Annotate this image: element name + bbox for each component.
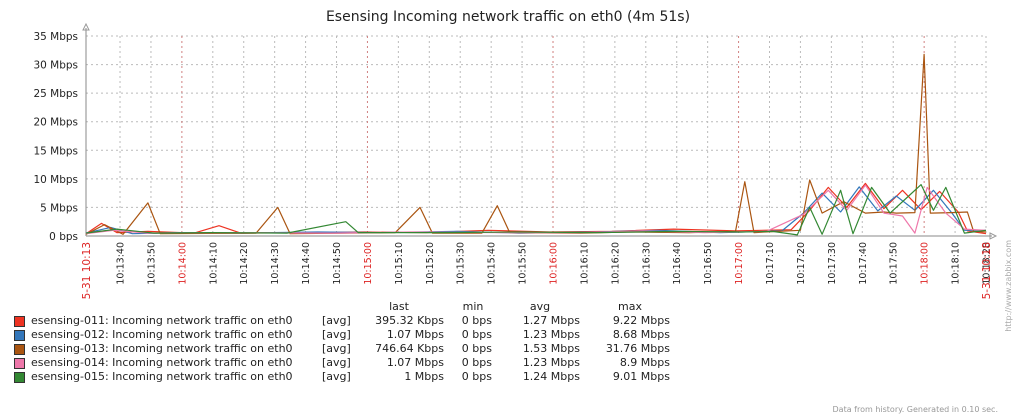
legend-min: 0 bps (461, 356, 492, 369)
legend-function: [avg] (322, 342, 351, 355)
zabbix-credit: http://www.zabbix.com (1004, 240, 1013, 332)
x-tick-label: 10:14:50 (332, 242, 343, 285)
x-tick-label: 10:13:40 (116, 242, 127, 285)
x-tick-label: 10:18:20 (982, 242, 993, 285)
legend-avg: 1.24 Mbps (522, 370, 580, 383)
x-tick-label: 10:13:50 (146, 242, 157, 285)
x-tick-label: 10:18:10 (951, 242, 962, 285)
legend-series-name: esensing-012: Incoming network traffic o… (31, 328, 293, 341)
x-tick-label: 10:17:20 (796, 242, 807, 285)
x-axis-arrow (989, 232, 998, 240)
y-tick-label: 20 Mbps (33, 117, 78, 129)
legend-avg: 1.23 Mbps (522, 328, 580, 341)
x-tick-label: 10:15:20 (425, 242, 436, 285)
y-tick-label: 5 Mbps (40, 202, 78, 214)
legend-min: 0 bps (461, 342, 492, 355)
legend-min: 0 bps (461, 328, 492, 341)
legend-header-avg: avg (529, 300, 551, 313)
legend-last: 395.32 Kbps (375, 314, 444, 327)
generation-footer: Data from history. Generated in 0.10 sec… (832, 405, 998, 414)
legend-last: 746.64 Kbps (375, 342, 444, 355)
x-tick-label: 10:16:00 (549, 242, 560, 285)
legend-header-max: max (618, 300, 642, 313)
legend-series-name: esensing-011: Incoming network traffic o… (31, 314, 293, 327)
x-tick-label: 10:15:10 (394, 242, 405, 285)
x-tick-label: 10:17:10 (765, 242, 776, 285)
legend-swatch (14, 330, 25, 341)
legend-avg: 1.27 Mbps (522, 314, 580, 327)
y-tick-label: 0 bps (49, 231, 78, 243)
legend-avg: 1.53 Mbps (522, 342, 580, 355)
x-end-label: 05-31 10:18 (981, 242, 993, 300)
x-tick-label: 10:16:40 (672, 242, 683, 285)
y-tick-label: 15 Mbps (33, 145, 78, 157)
legend-swatch (14, 344, 25, 355)
x-tick-label: 10:16:20 (610, 242, 621, 285)
x-tick-label: 10:14:40 (301, 242, 312, 285)
legend-swatch (14, 316, 25, 327)
x-tick-label: 10:15:40 (487, 242, 498, 285)
x-tick-label: 10:15:50 (518, 242, 529, 285)
legend-max: 8.9 Mbps (619, 356, 670, 369)
legend-function: [avg] (322, 314, 351, 327)
x-tick-label: 10:14:10 (208, 242, 219, 285)
legend-last: 1.07 Mbps (386, 356, 444, 369)
x-tick-label: 10:16:30 (641, 242, 652, 285)
legend-function: [avg] (322, 328, 351, 341)
x-tick-label: 10:17:40 (858, 242, 869, 285)
x-tick-label: 10:15:00 (363, 242, 374, 285)
line-chart: 0 bps 5 Mbps 10 Mbps 15 Mbps 20 Mbps 25 Mbps 3… (33, 22, 998, 300)
x-tick-label: 10:18:00 (920, 242, 931, 285)
y-tick-label: 35 Mbps (33, 31, 78, 43)
x-tick-label: 10:17:30 (827, 242, 838, 285)
legend-swatch (14, 358, 25, 369)
x-tick-label: 10:14:30 (270, 242, 281, 285)
x-tick-label: 10:15:30 (456, 242, 467, 285)
y-tick-label: 30 Mbps (33, 60, 78, 72)
chart-title: Esensing Incoming network traffic on eth… (325, 9, 691, 25)
x-tick-label: 10:14:00 (177, 242, 188, 285)
x-tick-label: 10:17:00 (734, 242, 745, 285)
legend-series-name: esensing-014: Incoming network traffic o… (31, 356, 293, 369)
legend-min: 0 bps (461, 314, 492, 327)
x-tick-label: 10:16:50 (703, 242, 714, 285)
y-tick-label: 25 Mbps (33, 88, 78, 100)
legend-max: 31.76 Mbps (605, 342, 670, 355)
legend-function: [avg] (322, 370, 351, 383)
legend-max: 8.68 Mbps (612, 328, 670, 341)
legend-max: 9.22 Mbps (612, 314, 670, 327)
x-tick-label: 10:17:50 (889, 242, 900, 285)
legend-series-name: esensing-013: Incoming network traffic o… (31, 342, 293, 355)
legend-header-min: min (462, 300, 484, 313)
legend-series-name: esensing-015: Incoming network traffic o… (31, 370, 293, 383)
legend-last: 1.07 Mbps (386, 328, 444, 341)
legend-max: 9.01 Mbps (612, 370, 670, 383)
legend-header-last: last (389, 300, 409, 313)
legend-avg: 1.23 Mbps (522, 356, 580, 369)
series-line-5 (85, 184, 987, 236)
legend-swatch (14, 372, 25, 383)
legend-min: 0 bps (461, 370, 492, 383)
x-tick-label: 10:14:20 (239, 242, 250, 285)
y-axis-arrow (82, 22, 90, 31)
x-tick-label: 10:16:10 (579, 242, 590, 285)
x-start-label: 05-31 10:13 (81, 242, 93, 300)
legend-last: 1 Mbps (404, 370, 444, 383)
legend-function: [avg] (322, 356, 351, 369)
y-tick-label: 10 Mbps (33, 174, 78, 186)
